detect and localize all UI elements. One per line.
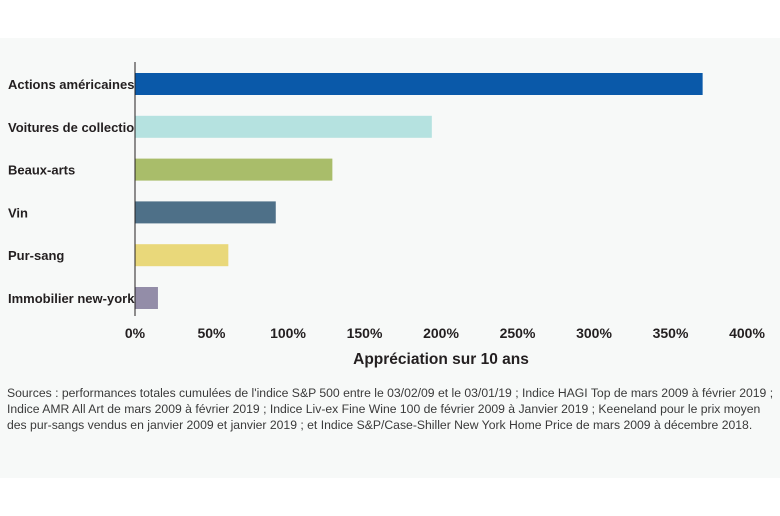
bar [135, 73, 703, 95]
x-tick-label: 300% [576, 325, 612, 341]
bar [135, 201, 276, 224]
bar [135, 115, 432, 138]
x-tick-label: 150% [347, 325, 383, 341]
category-labels: Actions américaines Voitures de collectio… [8, 77, 153, 306]
x-tick-label: 250% [500, 325, 536, 341]
category-label: Pur-sang [8, 248, 64, 263]
category-label: Vin [8, 205, 28, 220]
chart-panel [0, 38, 780, 478]
x-tick-label: 0% [125, 325, 146, 341]
x-axis-title: Appréciation sur 10 ans [353, 351, 529, 368]
x-tick-label: 400% [729, 325, 765, 341]
bar-chart: Actions américaines Voitures de collectio… [8, 62, 766, 368]
x-tick-label: 350% [653, 325, 689, 341]
x-tick-label: 200% [423, 325, 459, 341]
source-note: Sources : performances totales cumulées … [7, 386, 774, 433]
x-tick-label: 50% [197, 325, 226, 341]
x-tick-label: 100% [270, 325, 306, 341]
bars [135, 73, 703, 309]
category-label: Beaux-arts [8, 163, 75, 178]
category-label: Actions américaines [8, 77, 134, 92]
bar [135, 287, 158, 309]
category-label: Immobilier new-yorkais [8, 291, 153, 306]
category-label: Voitures de collection [8, 120, 142, 135]
bar [135, 158, 333, 181]
x-tick-labels: 0% 50% 100% 150% 200% 250% 300% 350% 400% [125, 325, 766, 341]
bar [135, 244, 229, 267]
